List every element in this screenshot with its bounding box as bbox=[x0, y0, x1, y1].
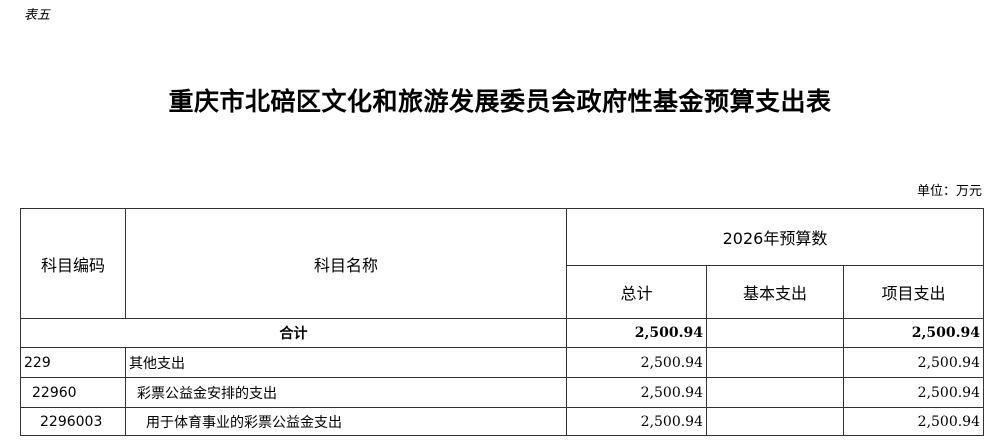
row-basic bbox=[706, 407, 844, 436]
table-row: 22960 彩票公益金安排的支出 2,500.94 2,500.94 bbox=[20, 377, 984, 408]
total-row: 合计 2,500.94 2,500.94 bbox=[20, 318, 984, 348]
page-title: 重庆市北碚区文化和旅游发展委员会政府性基金预算支出表 bbox=[168, 87, 832, 116]
header-budget: 2026年预算数 bbox=[566, 208, 984, 266]
header-name: 科目名称 bbox=[125, 208, 567, 319]
row-code: 2296003 bbox=[20, 407, 126, 436]
row-total: 2,500.94 bbox=[566, 377, 707, 408]
table-row: 2296003 用于体育事业的彩票公益金支出 2,500.94 2,500.94 bbox=[20, 407, 984, 436]
row-project: 2,500.94 bbox=[843, 377, 984, 408]
row-project: 2,500.94 bbox=[843, 407, 984, 436]
table-number-label: 表五 bbox=[24, 8, 51, 23]
unit-label: 单位：万元 bbox=[916, 184, 982, 199]
row-basic bbox=[706, 377, 844, 408]
total-basic bbox=[706, 318, 844, 348]
row-name: 其他支出 bbox=[125, 347, 567, 378]
header-basic: 基本支出 bbox=[706, 265, 844, 319]
budget-table: 科目编码 科目名称 2026年预算数 总计 基本支出 项目支出 合计 2,500… bbox=[20, 208, 984, 436]
row-name: 彩票公益金安排的支出 bbox=[125, 377, 567, 408]
total-label: 合计 bbox=[20, 318, 567, 348]
header-project: 项目支出 bbox=[843, 265, 984, 319]
row-basic bbox=[706, 347, 844, 378]
row-code: 229 bbox=[20, 347, 126, 378]
row-name: 用于体育事业的彩票公益金支出 bbox=[125, 407, 567, 436]
row-project: 2,500.94 bbox=[843, 347, 984, 378]
row-code: 22960 bbox=[20, 377, 126, 408]
table-row: 229 其他支出 2,500.94 2,500.94 bbox=[20, 347, 984, 378]
header-code: 科目编码 bbox=[20, 208, 126, 319]
total-total: 2,500.94 bbox=[566, 318, 707, 348]
total-project: 2,500.94 bbox=[843, 318, 984, 348]
row-total: 2,500.94 bbox=[566, 347, 707, 378]
header-total: 总计 bbox=[566, 265, 707, 319]
row-total: 2,500.94 bbox=[566, 407, 707, 436]
